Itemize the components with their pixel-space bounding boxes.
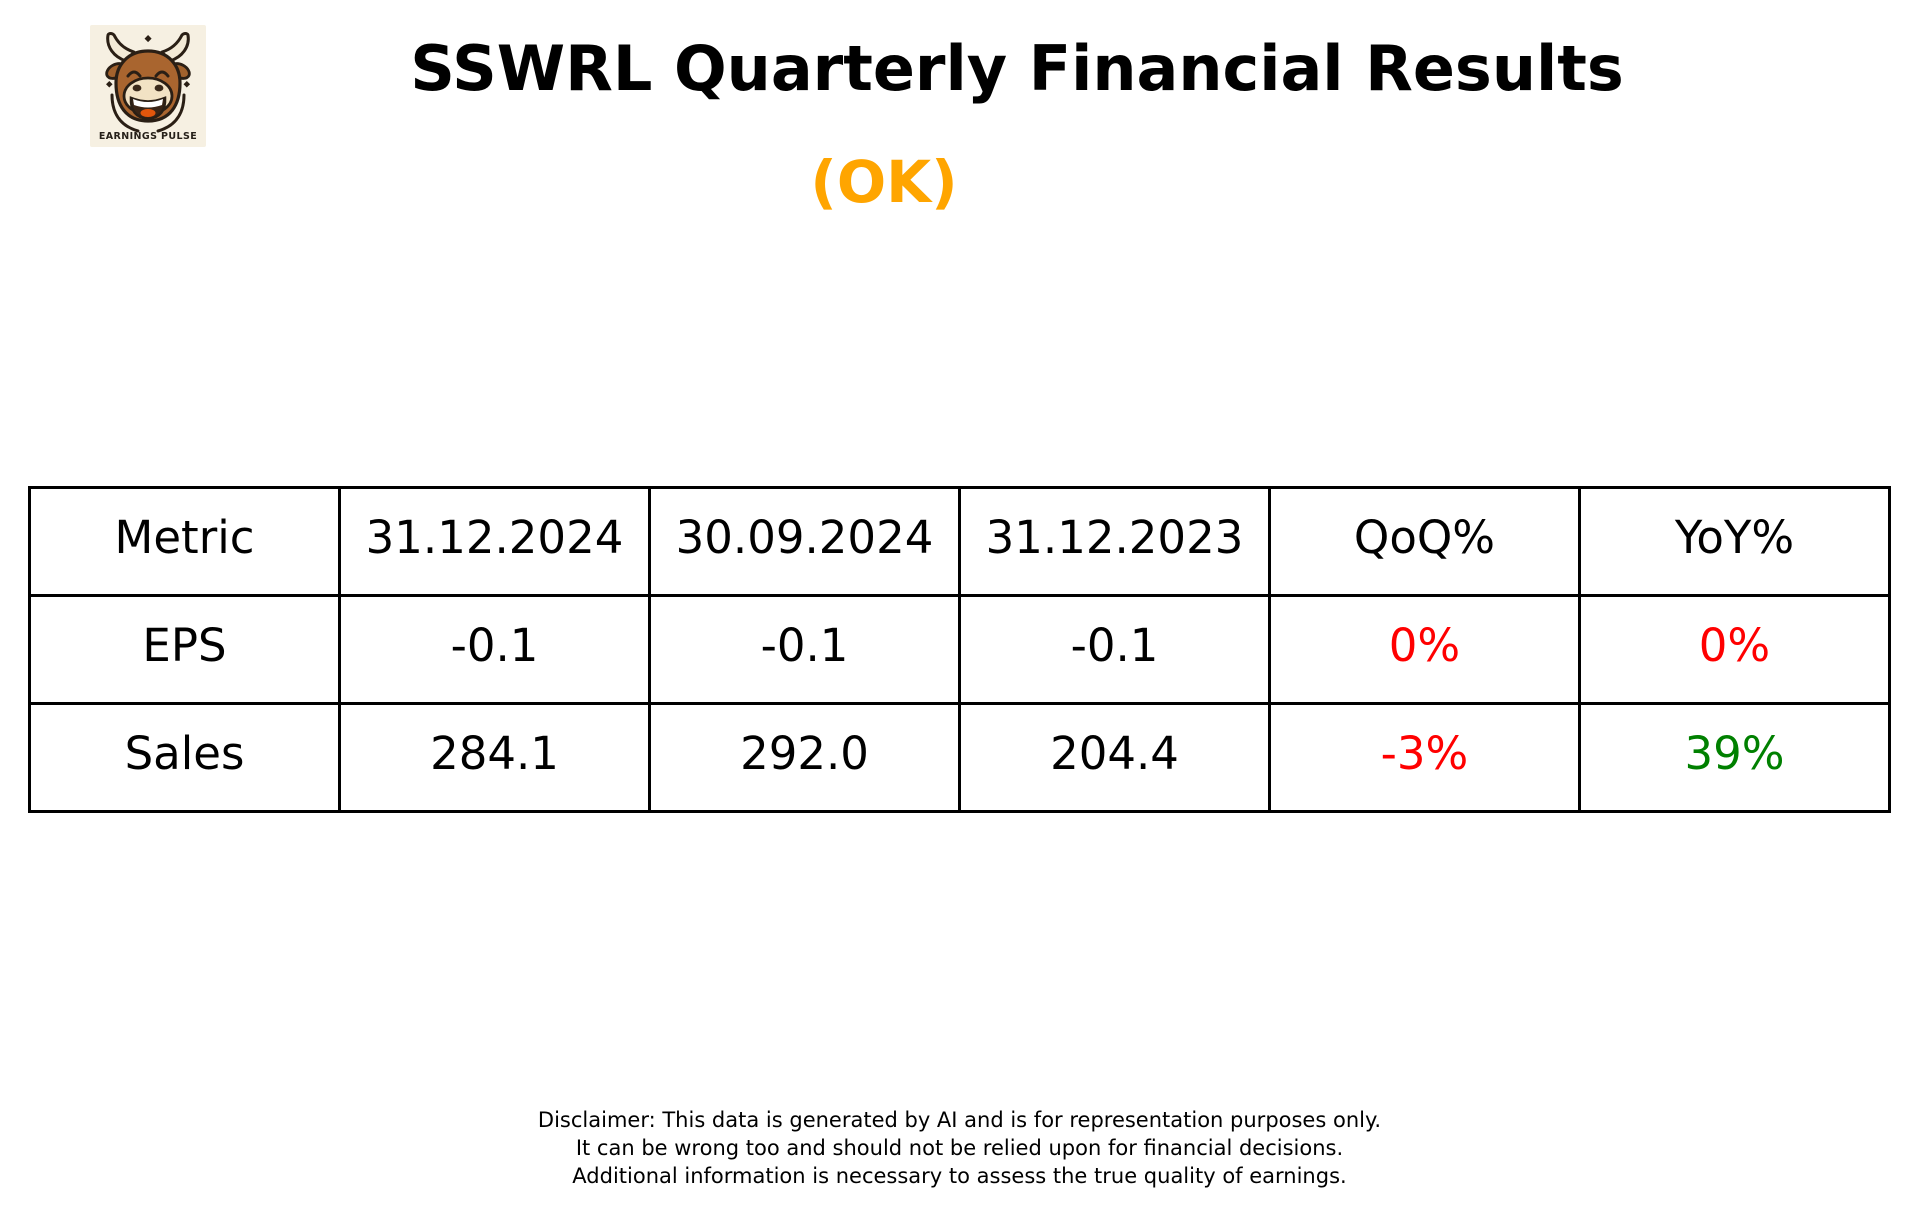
eps-value-latest: -0.1 <box>338 594 651 705</box>
sales-value-latest: 284.1 <box>338 702 651 813</box>
eps-qoq-change: 0% <box>1268 594 1581 705</box>
table-row-eps: EPS -0.1 -0.1 -0.1 0% 0% <box>28 594 1891 705</box>
sales-value-prev-quarter: 292.0 <box>648 702 961 813</box>
table-header-row: Metric 31.12.2024 30.09.2024 31.12.2023 … <box>28 486 1891 597</box>
eps-yoy-change: 0% <box>1578 594 1891 705</box>
disclaimer-line-1: Disclaimer: This data is generated by AI… <box>537 1108 1382 1132</box>
column-header-yoy: YoY% <box>1578 486 1891 597</box>
disclaimer-line-3: Additional information is necessary to a… <box>572 1164 1347 1188</box>
column-header-qoq: QoQ% <box>1268 486 1581 597</box>
column-header-metric: Metric <box>28 486 341 597</box>
sales-yoy-change: 39% <box>1578 702 1891 813</box>
logo-brand-text: EARNINGS PULSE <box>99 131 197 142</box>
sales-qoq-change: -3% <box>1268 702 1581 813</box>
column-header-period-3: 31.12.2023 <box>958 486 1271 597</box>
page-title: SSWRL Quarterly Financial Results <box>410 32 1624 105</box>
verdict-label: (OK) <box>810 148 958 216</box>
sales-value-prev-year: 204.4 <box>958 702 1271 813</box>
financials-table: Metric 31.12.2024 30.09.2024 31.12.2023 … <box>28 486 1891 813</box>
bull-logo-icon: EARNINGS PULSE <box>90 25 206 147</box>
earnings-pulse-logo: EARNINGS PULSE <box>90 25 206 147</box>
column-header-period-1: 31.12.2024 <box>338 486 651 597</box>
eps-value-prev-year: -0.1 <box>958 594 1271 705</box>
metric-name: Sales <box>28 702 341 813</box>
column-header-period-2: 30.09.2024 <box>648 486 961 597</box>
disclaimer-line-2: It can be wrong too and should not be re… <box>575 1136 1344 1160</box>
table-row-sales: Sales 284.1 292.0 204.4 -3% 39% <box>28 702 1891 813</box>
disclaimer: Disclaimer: This data is generated by AI… <box>0 1106 1919 1190</box>
metric-name: EPS <box>28 594 341 705</box>
eps-value-prev-quarter: -0.1 <box>648 594 961 705</box>
